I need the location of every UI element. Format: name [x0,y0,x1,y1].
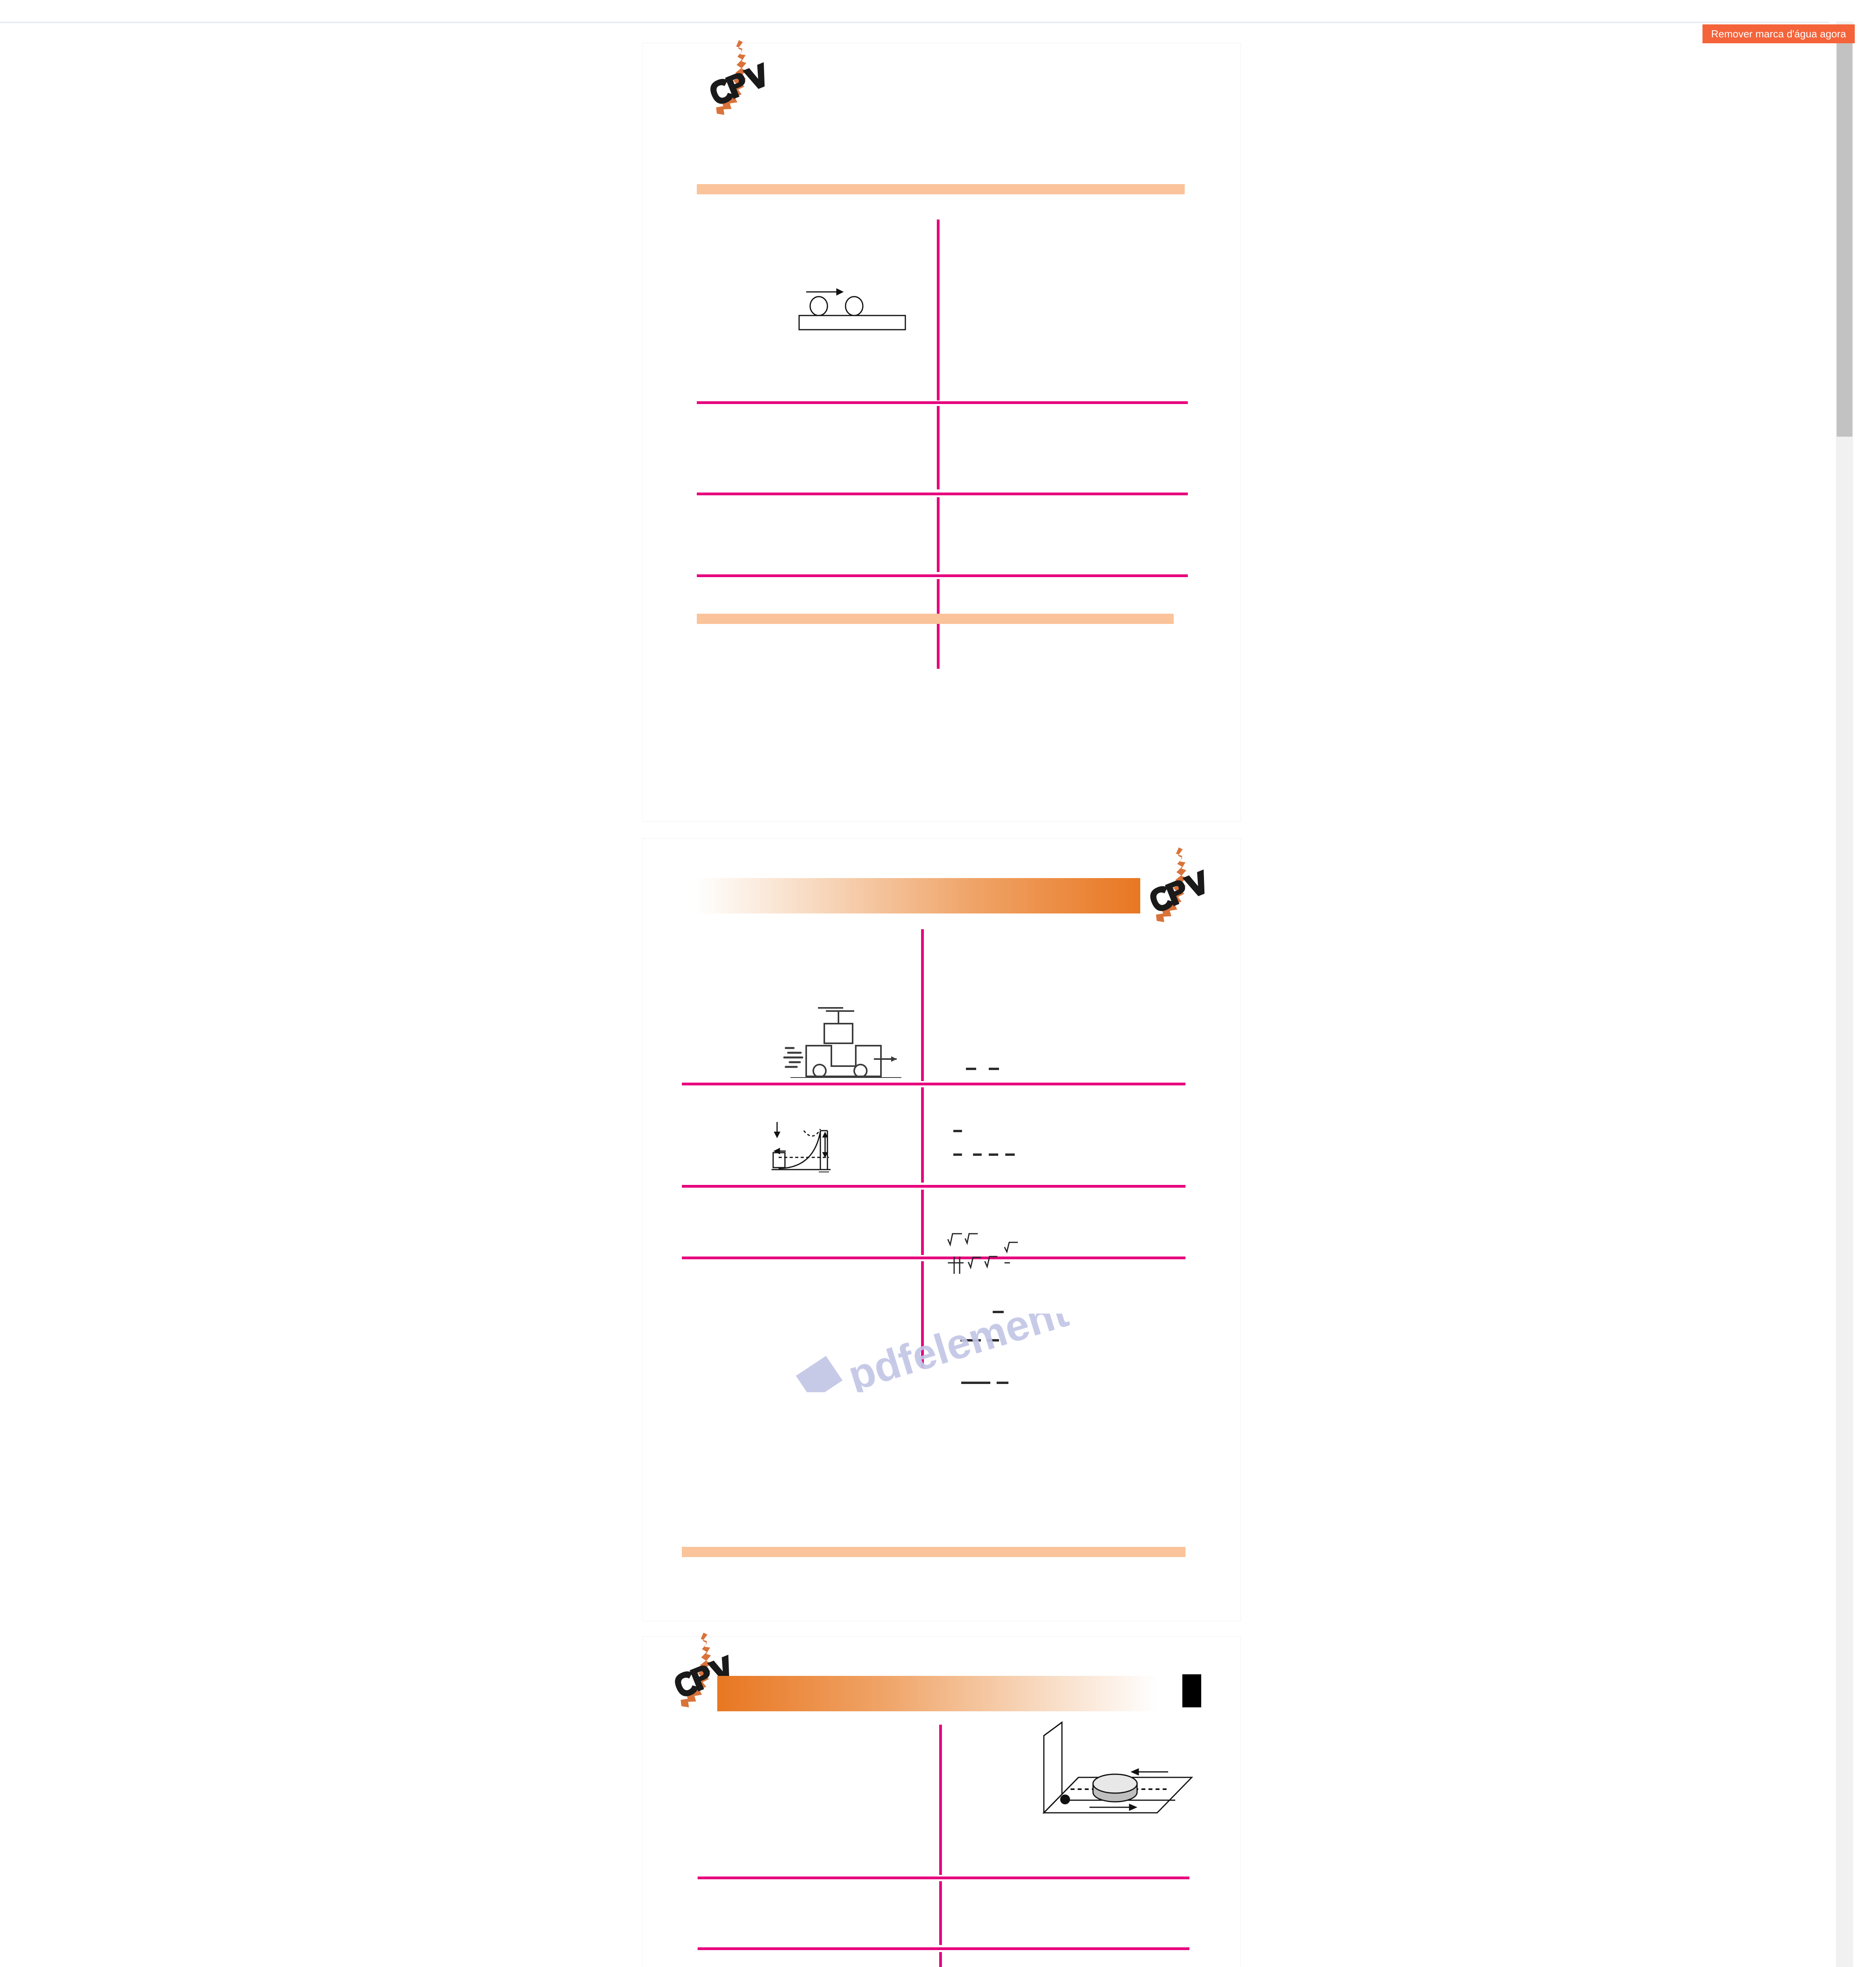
text-fragment [1005,1153,1015,1156]
document-page-1[interactable] [642,40,1241,822]
page-header-rule [697,184,1185,194]
page-strip: pdfelement [0,23,1830,1967]
text-fragment [987,1339,999,1341]
text-fragment [961,1382,990,1384]
table-row-divider [697,401,1188,404]
cpv-logo [1130,847,1220,937]
figure-math-fragments [945,1232,1032,1279]
header-black-marker [1182,1674,1201,1707]
text-fragment [989,1068,999,1070]
table-column-divider [937,220,940,400]
cpv-logo [654,1632,745,1722]
table-column-divider [939,1952,942,1967]
page-header-gradient-bar [717,1676,1158,1711]
table-row-divider [697,574,1188,577]
worksheet-table [682,925,1185,1547]
figure-block-on-two-rollers [795,284,913,331]
table-column-divider [921,929,924,1081]
figure-block-on-curved-ramp [768,1113,866,1172]
remove-watermark-button[interactable]: Remover marca d'água agora [1702,24,1855,43]
text-fragment [953,1130,962,1132]
text-fragment [953,1153,962,1156]
table-column-divider [937,406,940,489]
text-fragment [989,1153,998,1156]
table-column-divider [937,579,940,669]
page-footer-rule [697,614,1174,624]
text-fragment [993,1311,1004,1313]
page-header-gradient-bar [696,878,1140,913]
table-row-divider [698,1877,1189,1879]
table-column-divider [921,1087,924,1183]
document-page-2[interactable] [642,838,1241,1621]
figure-air-table-with-puck [1034,1718,1196,1836]
worksheet-table [698,1719,1189,1967]
figure-cart-with-pendulum [783,999,905,1078]
table-row-divider [698,1947,1189,1950]
text-fragment [973,1153,982,1156]
table-row-divider [682,1185,1185,1188]
worksheet-table [697,212,1188,669]
table-column-divider [939,1725,942,1875]
table-column-divider [939,1881,942,1945]
text-fragment [960,1339,981,1341]
page-footer-rule [682,1547,1185,1557]
text-fragment [997,1382,1008,1384]
table-column-divider [921,1261,924,1368]
text-fragment [966,1068,976,1070]
pdf-viewer[interactable]: pdfelement [0,22,1830,1967]
table-column-divider [921,1190,924,1255]
table-row-divider [697,493,1188,495]
table-row-divider [682,1083,1185,1085]
table-column-divider [937,497,940,572]
table-row-divider [682,1257,1185,1259]
vertical-scrollbar-thumb[interactable] [1837,28,1852,437]
document-page-3[interactable] [642,1633,1241,1967]
cpv-logo [690,39,780,130]
